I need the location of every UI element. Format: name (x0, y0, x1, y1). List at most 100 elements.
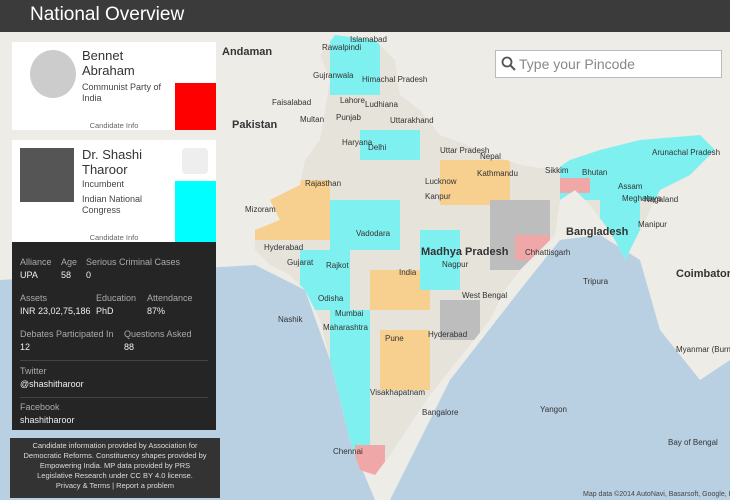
map-label: Lahore (340, 96, 365, 105)
map-label: Hyderabad (264, 243, 303, 252)
map-label: Tripura (583, 277, 609, 286)
map-label: Maharashtra (323, 323, 368, 332)
region (420, 230, 460, 290)
map-label: Kanpur (425, 192, 451, 201)
search-placeholder: Type your Pincode (519, 56, 635, 72)
map-label: Faisalabad (272, 98, 311, 107)
map-label: Multan (300, 115, 324, 124)
facebook-link[interactable]: shashitharoor (20, 415, 75, 425)
map-label: Arunachal Pradesh (652, 148, 720, 157)
region (440, 300, 480, 340)
map-label: Rajkot (326, 261, 349, 270)
map-label: India (399, 268, 417, 277)
region (330, 200, 400, 250)
map-label: Pakistan (232, 119, 278, 131)
field-label: Twitter (20, 366, 47, 376)
separator (20, 360, 208, 361)
map-label: Nashik (278, 315, 303, 324)
map-label: Gujarat (287, 258, 314, 267)
map-label: Gujranwala (313, 71, 354, 80)
candidate-card[interactable]: Bennet Abraham Communist Party of India … (12, 42, 216, 130)
header: National Overview (0, 0, 730, 32)
map-label: Vadodara (356, 229, 391, 238)
map-label: Bhutan (582, 168, 607, 177)
map-label: Coimbatore (676, 268, 730, 280)
map-label: Chennai (333, 447, 363, 456)
candidate-card[interactable]: Dr. Shashi Tharoor Incumbent Indian Nati… (12, 140, 216, 242)
separator (20, 397, 208, 398)
candidate-name: Bennet Abraham (82, 48, 135, 78)
region (380, 330, 430, 390)
footer: Candidate information provided by Associ… (10, 438, 220, 498)
map-label: Chhattisgarh (525, 248, 570, 257)
region (560, 178, 590, 193)
footer-separator: | (112, 481, 115, 490)
map-label: Nagpur (442, 260, 469, 269)
map-label: Himachal Pradesh (362, 75, 427, 84)
map-label: Islamabad (350, 35, 387, 44)
map-label: Lucknow (425, 177, 457, 186)
map-label: Yangon (540, 405, 567, 414)
map-label: Haryana (342, 138, 373, 147)
footer-link[interactable]: Privacy & Terms (55, 481, 110, 490)
field-value: UPA (20, 270, 38, 280)
search-box[interactable]: Type your Pincode (495, 50, 722, 78)
candidate-details: Alliance UPA Age 58 Serious Criminal Cas… (12, 242, 216, 430)
map-label: Bay of Bengal (668, 438, 718, 447)
field-label: Debates Participated In (20, 329, 114, 339)
map-label: Uttarakhand (390, 116, 434, 125)
map-label: Hyderabad (428, 330, 467, 339)
map-label: Bangalore (422, 408, 459, 417)
map-attribution: Map data ©2014 AutoNavi, Basarsoft, Goog… (583, 490, 730, 498)
candidate-info-link[interactable]: Candidate Info (89, 233, 139, 242)
header-title: National Overview (30, 4, 185, 25)
field-label: Questions Asked (124, 329, 192, 339)
sea (390, 235, 730, 500)
candidate-photo (30, 50, 76, 98)
candidate-party: Indian National Congress (82, 194, 143, 215)
field-value: 0 (86, 270, 92, 280)
field-label: Education (96, 293, 137, 303)
map-label: Bangladesh (566, 226, 629, 238)
candidate-photo (20, 148, 74, 202)
candidate-name: Dr. Shashi Tharoor (82, 147, 142, 177)
search-icon (501, 56, 516, 71)
map-label: Uttar Pradesh (440, 146, 489, 155)
twitter-link[interactable]: @shashitharoor (20, 379, 84, 389)
field-value: PhD (96, 306, 114, 316)
map-label: Assam (618, 182, 643, 191)
map-label: Rajasthan (305, 179, 341, 188)
field-label: Serious Criminal Cases (86, 257, 181, 267)
field-label: Assets (20, 293, 48, 303)
candidate-party: Communist Party of India (82, 82, 162, 103)
map-label: Delhi (368, 143, 386, 152)
field-value: 12 (20, 342, 31, 352)
map-label: Sikkim (545, 166, 569, 175)
map-label: Andaman (222, 46, 272, 58)
party-color (175, 83, 216, 130)
map-label: Mizoram (245, 205, 276, 214)
field-label: Alliance (20, 257, 52, 267)
candidate-status: Incumbent (82, 179, 125, 189)
map-label: Nepal (480, 152, 501, 161)
footer-text: Candidate information provided by Associ… (23, 441, 207, 480)
field-label: Attendance (147, 293, 193, 303)
map-label: Rawalpindi (322, 43, 361, 52)
region (360, 130, 420, 160)
candidate-info-link[interactable]: Candidate Info (89, 121, 139, 130)
map-label: Ludhiana (365, 100, 398, 109)
field-label: Age (61, 257, 78, 267)
map-label: Odisha (318, 294, 344, 303)
field-value: 58 (61, 270, 72, 280)
party-logo (182, 148, 208, 174)
footer-link[interactable]: Report a problem (116, 481, 175, 490)
footer-links: Privacy & Terms | Report a problem (10, 481, 220, 491)
map-labels: KabulRawalpindiIslamabadGujranwalaFaisal… (0, 0, 730, 456)
map-label: Visakhapatnam (370, 388, 425, 397)
field-value: 88 (124, 342, 135, 352)
map-label: West Bengal (462, 291, 507, 300)
field-value: 87% (147, 306, 166, 316)
party-color (175, 181, 216, 242)
